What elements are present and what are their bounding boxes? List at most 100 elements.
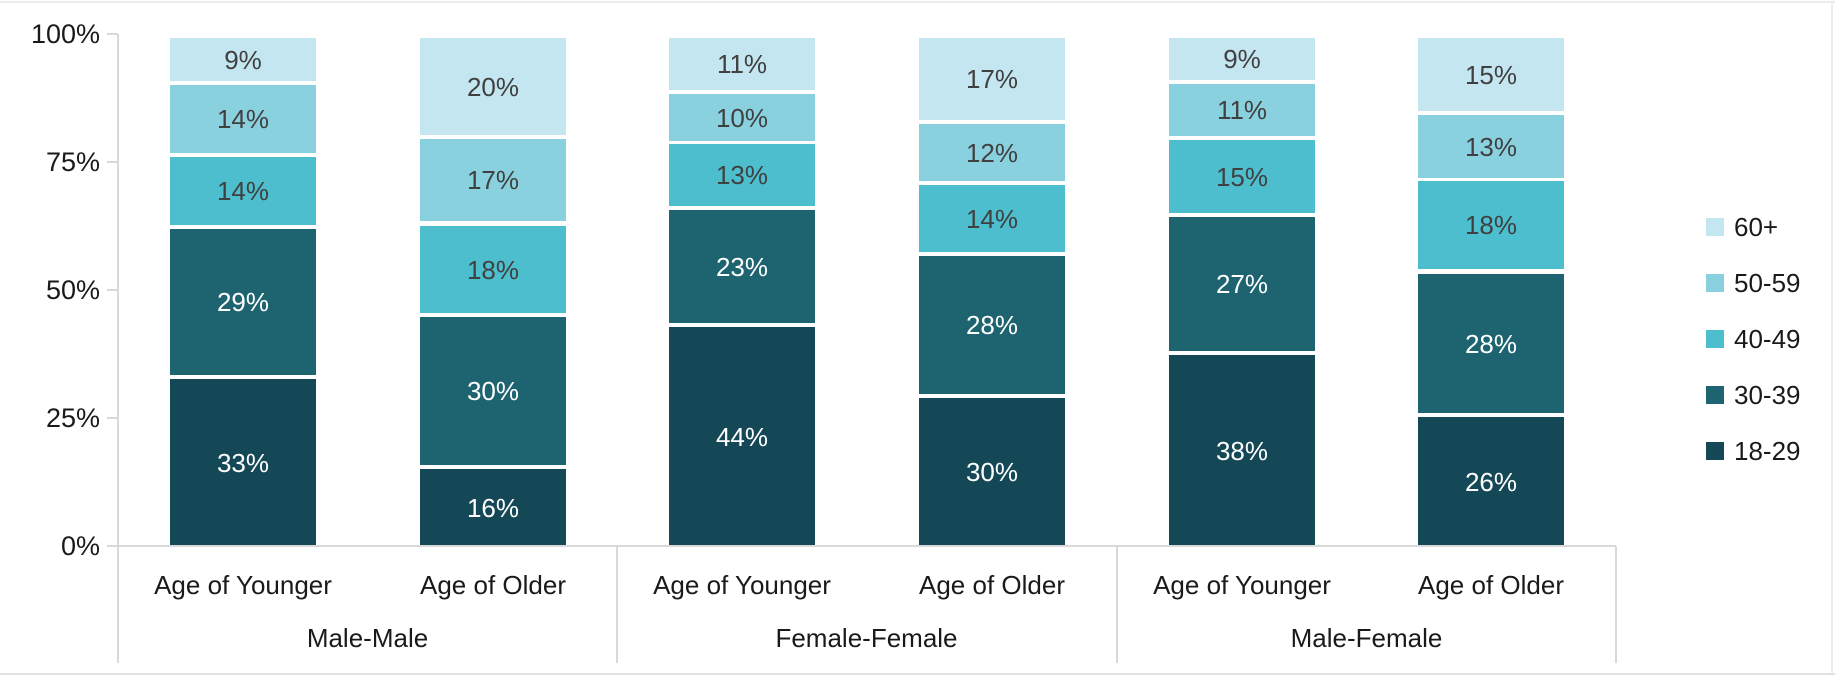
bar-segment-label: 28% bbox=[965, 310, 1019, 340]
bar-segment: 10% bbox=[669, 94, 815, 141]
bar-segment: 44% bbox=[669, 327, 815, 546]
right-border bbox=[1831, 1, 1833, 673]
legend-swatch bbox=[1706, 442, 1724, 460]
bar-segment: 17% bbox=[420, 139, 566, 221]
bar-segment-label: 20% bbox=[466, 71, 520, 102]
legend: 60+ 50-59 40-49 30-39 18-29 bbox=[1706, 199, 1801, 479]
bar-segment-label: 29% bbox=[216, 287, 270, 317]
legend-item: 60+ bbox=[1706, 199, 1801, 255]
bar-segment: 18% bbox=[1418, 181, 1564, 269]
bar-segment: 28% bbox=[919, 256, 1065, 394]
legend-item: 50-59 bbox=[1706, 255, 1801, 311]
legend-label: 40-49 bbox=[1734, 324, 1801, 354]
bar-segment: 12% bbox=[919, 124, 1065, 181]
bar-segment-label: 9% bbox=[224, 44, 262, 75]
bar-segment: 14% bbox=[170, 157, 316, 225]
y-tick-label: 100% bbox=[30, 19, 100, 49]
y-tick-label: 25% bbox=[45, 403, 100, 433]
bar-segment: 27% bbox=[1169, 217, 1315, 351]
bar-segment-label: 14% bbox=[216, 176, 270, 206]
legend-item: 18-29 bbox=[1706, 423, 1801, 479]
bar-segment-label: 13% bbox=[1464, 131, 1518, 162]
bar-segment-label: 18% bbox=[1464, 210, 1518, 240]
bar-segment: 29% bbox=[170, 229, 316, 375]
category-label: Age of Older bbox=[420, 569, 566, 600]
bar-segment-label: 44% bbox=[715, 421, 769, 452]
bar-segment-label: 38% bbox=[1215, 435, 1269, 466]
bar-segment-label: 17% bbox=[466, 165, 520, 195]
category-label: Age of Younger bbox=[653, 569, 831, 600]
y-axis-tick bbox=[107, 33, 118, 35]
bottom-rule bbox=[0, 673, 1835, 675]
category-label: Age of Older bbox=[919, 569, 1065, 600]
bar-segment: 11% bbox=[669, 38, 815, 90]
bar-segment-label: 27% bbox=[1215, 269, 1269, 299]
legend-label: 60+ bbox=[1734, 212, 1779, 242]
y-axis-tick bbox=[107, 545, 118, 547]
bar-segment: 15% bbox=[1418, 38, 1564, 111]
bar-segment-label: 13% bbox=[715, 160, 769, 190]
bar-segment: 28% bbox=[1418, 274, 1564, 413]
bar-segment-label: 9% bbox=[1223, 44, 1261, 74]
bar-segment: 18% bbox=[420, 226, 566, 313]
legend-item: 40-49 bbox=[1706, 311, 1801, 367]
category-label: Age of Older bbox=[1418, 569, 1564, 600]
bar-segment: 9% bbox=[1169, 38, 1315, 80]
bar-segment-label: 17% bbox=[965, 64, 1019, 94]
legend-label: 18-29 bbox=[1734, 436, 1801, 466]
bar-segment: 33% bbox=[170, 379, 316, 546]
bar-segment: 15% bbox=[1169, 140, 1315, 213]
bar-segment-label: 11% bbox=[716, 49, 768, 79]
bar-segment-label: 11% bbox=[1216, 95, 1268, 125]
y-tick-label: 0% bbox=[60, 531, 100, 561]
category-separator bbox=[1615, 546, 1617, 663]
bar-segment-label: 16% bbox=[466, 492, 520, 523]
category-label: Age of Younger bbox=[154, 569, 332, 600]
y-axis-tick bbox=[107, 289, 118, 291]
bar-segment-label: 26% bbox=[1464, 466, 1518, 497]
bar-segment-label: 33% bbox=[216, 447, 270, 478]
bar-segment-label: 14% bbox=[965, 203, 1019, 234]
group-label: Male-Female bbox=[1290, 622, 1443, 653]
bar-segment: 11% bbox=[1169, 84, 1315, 136]
category-separator bbox=[1116, 546, 1118, 663]
bar-segment: 17% bbox=[919, 38, 1065, 120]
y-axis-tick bbox=[107, 161, 118, 163]
bar-segment: 16% bbox=[420, 469, 566, 546]
legend-item: 30-39 bbox=[1706, 367, 1801, 423]
bar-segment-label: 12% bbox=[965, 137, 1019, 168]
bar-segment: 9% bbox=[170, 38, 316, 81]
bar-segment: 13% bbox=[669, 144, 815, 206]
category-label: Age of Younger bbox=[1153, 569, 1331, 600]
bar-segment-label: 14% bbox=[216, 104, 270, 134]
bar-segment-label: 15% bbox=[1215, 161, 1269, 192]
category-separator bbox=[616, 546, 618, 663]
bar-segment: 26% bbox=[1418, 417, 1564, 546]
bar-segment: 20% bbox=[420, 38, 566, 135]
top-border bbox=[0, 1, 1835, 3]
bar-segment-label: 28% bbox=[1464, 328, 1518, 359]
legend-swatch bbox=[1706, 386, 1724, 404]
bar-segment-label: 18% bbox=[466, 254, 520, 285]
bar-segment-label: 15% bbox=[1464, 59, 1518, 90]
bar-segment: 38% bbox=[1169, 355, 1315, 546]
bar-segment-label: 23% bbox=[715, 251, 769, 282]
legend-swatch bbox=[1706, 330, 1724, 348]
bar-segment-label: 10% bbox=[715, 102, 769, 133]
bar-segment-label: 30% bbox=[466, 376, 520, 406]
legend-swatch bbox=[1706, 274, 1724, 292]
bar-segment: 30% bbox=[420, 317, 566, 465]
bar-segment-label: 30% bbox=[965, 457, 1019, 487]
legend-label: 30-39 bbox=[1734, 380, 1801, 410]
legend-label: 50-59 bbox=[1734, 268, 1801, 298]
y-tick-label: 75% bbox=[45, 147, 100, 177]
x-baseline bbox=[118, 545, 1616, 547]
bar-segment: 14% bbox=[919, 185, 1065, 252]
group-label: Male-Male bbox=[306, 622, 429, 653]
group-label: Female-Female bbox=[775, 622, 958, 653]
bar-segment: 14% bbox=[170, 85, 316, 153]
bar-segment: 30% bbox=[919, 398, 1065, 546]
y-axis-line bbox=[117, 34, 119, 546]
y-axis-tick bbox=[107, 417, 118, 419]
